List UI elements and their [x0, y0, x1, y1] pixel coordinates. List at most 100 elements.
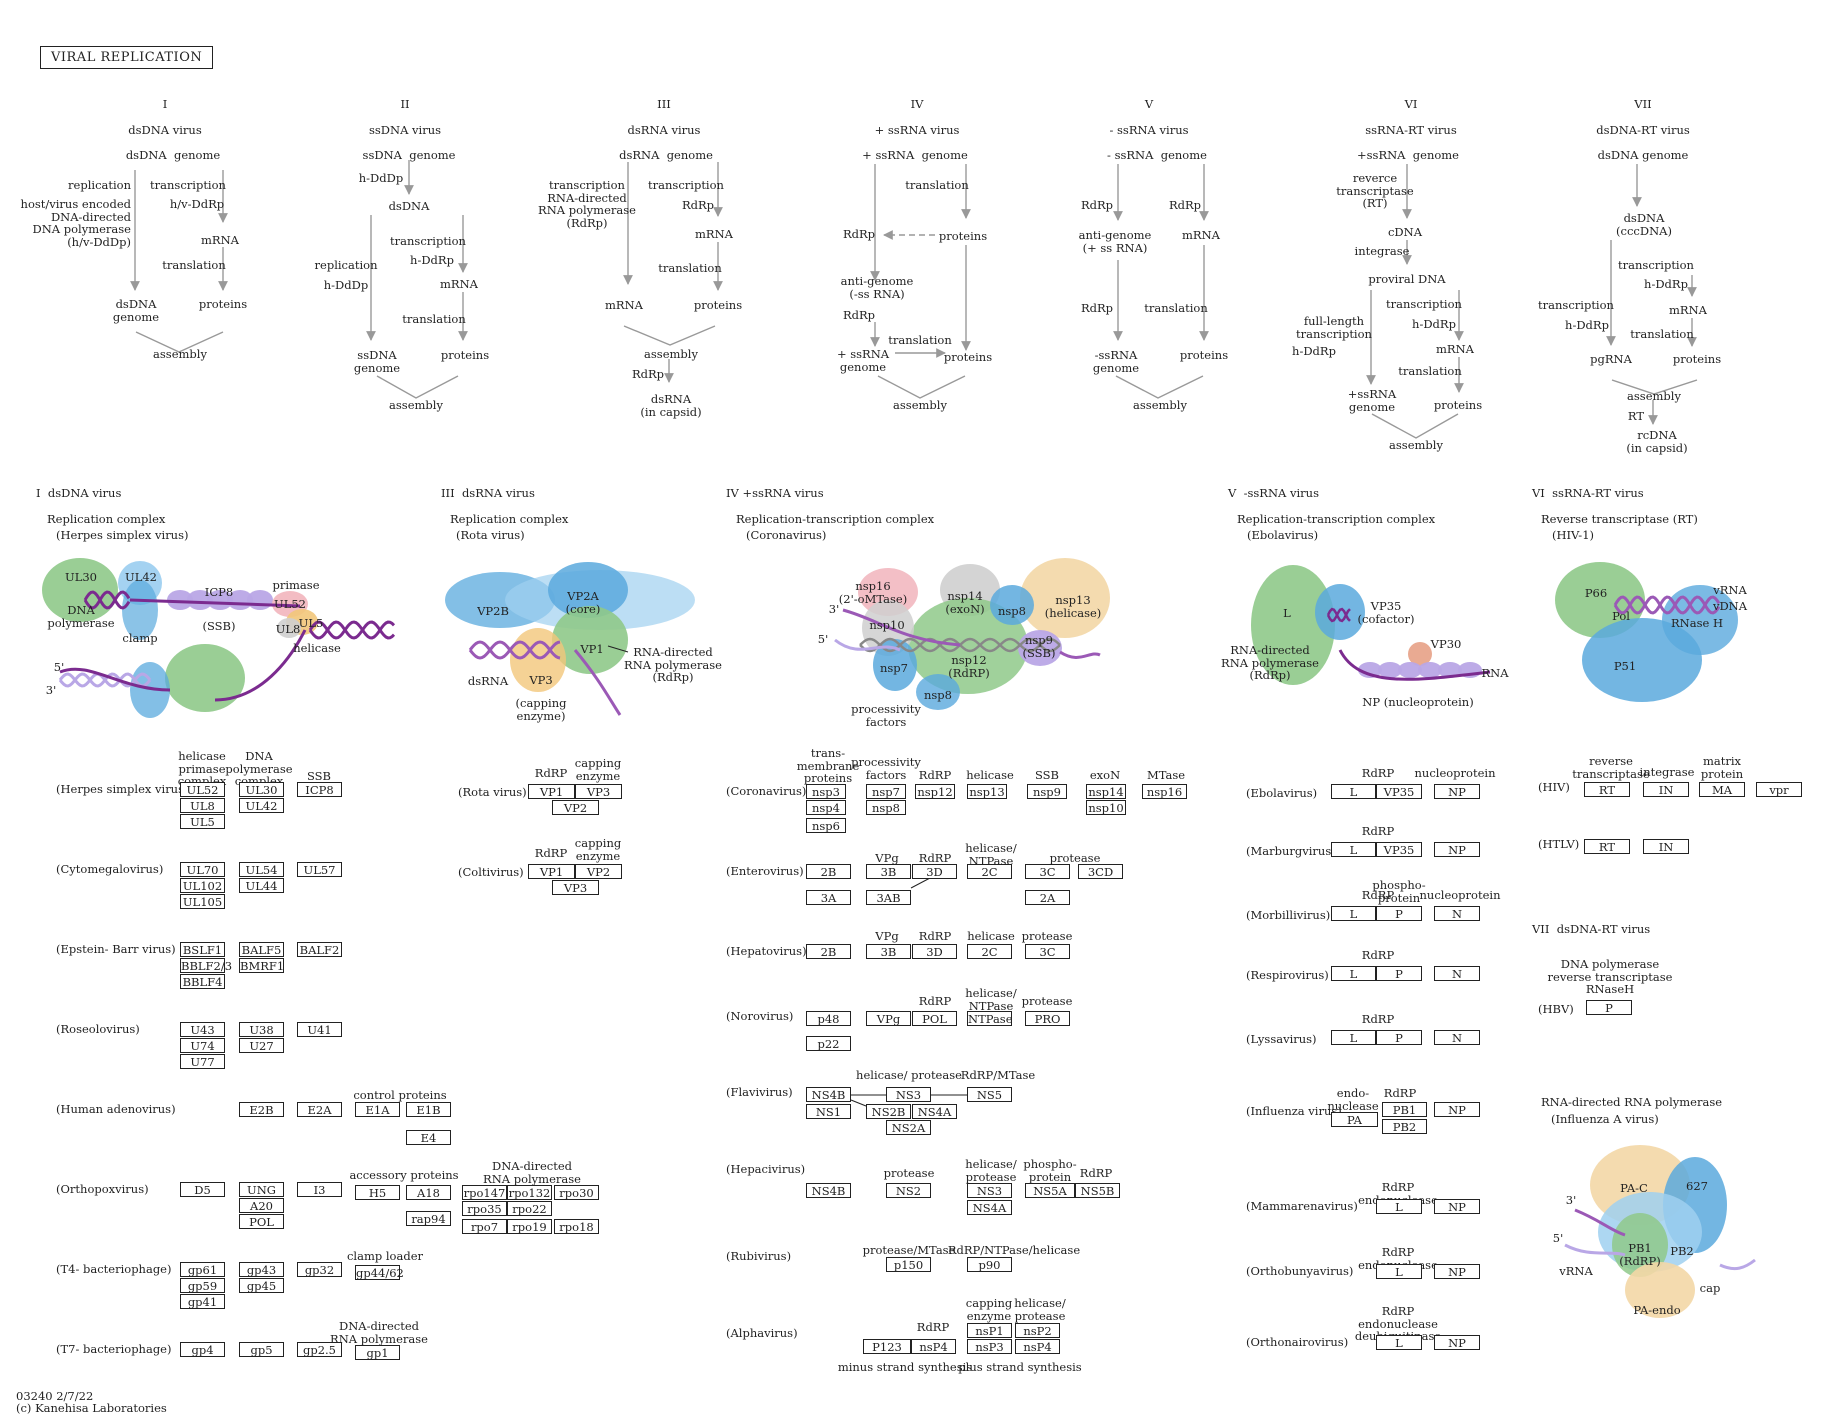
gene-box-ns2b[interactable]: NS2B: [866, 1104, 911, 1119]
gene-box-rpo18[interactable]: rpo18: [554, 1219, 599, 1234]
gene-box-vp2[interactable]: VP2: [552, 800, 599, 815]
gene-box-l[interactable]: L: [1331, 784, 1376, 799]
gene-box-gp1[interactable]: gp1: [355, 1345, 400, 1360]
gene-box-u38[interactable]: U38: [239, 1022, 284, 1037]
gene-box-nsp3[interactable]: nsP3: [967, 1339, 1012, 1354]
gene-box-gp2-5[interactable]: gp2.5: [297, 1342, 342, 1357]
gene-box-p[interactable]: P: [1376, 906, 1422, 921]
gene-box-vp1[interactable]: VP1: [528, 784, 575, 799]
gene-box-ul105[interactable]: UL105: [180, 894, 225, 909]
gene-box-np[interactable]: NP: [1434, 842, 1480, 857]
gene-box-2a[interactable]: 2A: [1025, 890, 1070, 905]
gene-box-3cd[interactable]: 3CD: [1078, 864, 1123, 879]
gene-box-icp8[interactable]: ICP8: [297, 782, 342, 797]
gene-box-balf5[interactable]: BALF5: [239, 942, 284, 957]
gene-box-a18[interactable]: A18: [406, 1185, 451, 1200]
gene-box-e2a[interactable]: E2A: [297, 1102, 342, 1117]
gene-box-ul70[interactable]: UL70: [180, 862, 225, 877]
gene-box-2b[interactable]: 2B: [806, 864, 851, 879]
gene-box-p[interactable]: P: [1376, 1030, 1422, 1045]
gene-box-in[interactable]: IN: [1643, 782, 1689, 797]
gene-box-ul8[interactable]: UL8: [180, 798, 225, 813]
gene-box-gp61[interactable]: gp61: [180, 1262, 225, 1277]
gene-box-nsp4[interactable]: nsP4: [1015, 1339, 1060, 1354]
gene-box-l[interactable]: L: [1331, 1030, 1376, 1045]
gene-box-vp2[interactable]: VP2: [575, 864, 622, 879]
gene-box-nsp16[interactable]: nsp16: [1142, 784, 1187, 799]
gene-box-p[interactable]: P: [1376, 966, 1422, 981]
gene-box-nsp8[interactable]: nsp8: [866, 800, 906, 815]
gene-box-gp59[interactable]: gp59: [180, 1278, 225, 1293]
gene-box-3c[interactable]: 3C: [1025, 864, 1070, 879]
gene-box-bslf1[interactable]: BSLF1: [180, 942, 225, 957]
gene-box-ul52[interactable]: UL52: [180, 782, 225, 797]
gene-box-l[interactable]: L: [1331, 906, 1376, 921]
gene-box-n[interactable]: N: [1434, 966, 1480, 981]
gene-box-nsp3[interactable]: nsp3: [806, 784, 846, 799]
gene-box-pro[interactable]: PRO: [1025, 1011, 1070, 1026]
gene-box-nsp7[interactable]: nsp7: [866, 784, 906, 799]
gene-box-l[interactable]: L: [1331, 842, 1376, 857]
gene-box-gp44-62[interactable]: gp44/62: [355, 1265, 404, 1280]
gene-box-ul44[interactable]: UL44: [239, 878, 284, 893]
gene-box-bblf2-3[interactable]: BBLF2/3: [180, 958, 233, 973]
gene-box-e2b[interactable]: E2B: [239, 1102, 284, 1117]
gene-box-d5[interactable]: D5: [180, 1182, 225, 1197]
gene-box-h5[interactable]: H5: [355, 1185, 400, 1200]
gene-box-balf2[interactable]: BALF2: [297, 942, 342, 957]
gene-box-np[interactable]: NP: [1434, 1199, 1480, 1214]
gene-box-l[interactable]: L: [1376, 1264, 1422, 1279]
gene-box-i3[interactable]: I3: [297, 1182, 342, 1197]
gene-box-ntpase[interactable]: NTPase: [967, 1011, 1013, 1026]
gene-box-p90[interactable]: p90: [967, 1257, 1012, 1272]
gene-box-vpr[interactable]: vpr: [1756, 782, 1802, 797]
gene-box-rpo132[interactable]: rpo132: [507, 1185, 552, 1200]
gene-box-ns4a[interactable]: NS4A: [912, 1104, 957, 1119]
gene-box-ma[interactable]: MA: [1699, 782, 1745, 797]
gene-box-rpo22[interactable]: rpo22: [507, 1201, 552, 1216]
gene-box-vp35[interactable]: VP35: [1376, 842, 1422, 857]
gene-box-ns2a[interactable]: NS2A: [886, 1120, 931, 1135]
gene-box-gp43[interactable]: gp43: [239, 1262, 284, 1277]
gene-box-nsp4[interactable]: nsP4: [911, 1339, 956, 1354]
gene-box-rpo7[interactable]: rpo7: [462, 1219, 507, 1234]
gene-box-rpo147[interactable]: rpo147: [462, 1185, 507, 1200]
gene-box-p123[interactable]: P123: [863, 1339, 911, 1354]
gene-box-nsp4[interactable]: nsp4: [806, 800, 846, 815]
gene-box-np[interactable]: NP: [1434, 1335, 1480, 1350]
gene-box-ul42[interactable]: UL42: [239, 798, 284, 813]
gene-box-vp3[interactable]: VP3: [575, 784, 622, 799]
gene-box-np[interactable]: NP: [1434, 1264, 1480, 1279]
gene-box-bmrf1[interactable]: BMRF1: [239, 958, 285, 973]
gene-box-a20[interactable]: A20: [239, 1198, 284, 1213]
gene-box-ns5b[interactable]: NS5B: [1075, 1183, 1120, 1198]
gene-box-3c[interactable]: 3C: [1025, 944, 1070, 959]
gene-box-gp41[interactable]: gp41: [180, 1294, 225, 1309]
gene-box-vpg[interactable]: VPg: [866, 1011, 911, 1026]
gene-box-l[interactable]: L: [1376, 1335, 1422, 1350]
gene-box-nsp14[interactable]: nsp14: [1086, 784, 1126, 799]
gene-box-3b[interactable]: 3B: [866, 864, 911, 879]
gene-box-ns4a[interactable]: NS4A: [967, 1200, 1012, 1215]
gene-box-bblf4[interactable]: BBLF4: [180, 974, 225, 989]
gene-box-ns5[interactable]: NS5: [967, 1087, 1012, 1102]
gene-box-pb2[interactable]: PB2: [1382, 1119, 1427, 1134]
gene-box-ns5a[interactable]: NS5A: [1025, 1183, 1075, 1198]
gene-box-2b[interactable]: 2B: [806, 944, 851, 959]
gene-box-nsp12[interactable]: nsp12: [915, 784, 955, 799]
gene-box-3b[interactable]: 3B: [866, 944, 911, 959]
gene-box-nsp1[interactable]: nsP1: [967, 1323, 1012, 1338]
gene-box-u74[interactable]: U74: [180, 1038, 225, 1053]
gene-box-rpo30[interactable]: rpo30: [554, 1185, 599, 1200]
gene-box-p48[interactable]: p48: [806, 1011, 851, 1026]
gene-box-nsp2[interactable]: nsP2: [1015, 1323, 1060, 1338]
gene-box-ul54[interactable]: UL54: [239, 862, 284, 877]
gene-box-n[interactable]: N: [1434, 1030, 1480, 1045]
gene-box-rpo19[interactable]: rpo19: [507, 1219, 552, 1234]
gene-box-vp1[interactable]: VP1: [528, 864, 575, 879]
gene-box-ul57[interactable]: UL57: [297, 862, 342, 877]
gene-box-n[interactable]: N: [1434, 906, 1480, 921]
gene-box-nsp6[interactable]: nsp6: [806, 818, 846, 833]
gene-box-in[interactable]: IN: [1643, 839, 1689, 854]
gene-box-3d[interactable]: 3D: [912, 944, 957, 959]
